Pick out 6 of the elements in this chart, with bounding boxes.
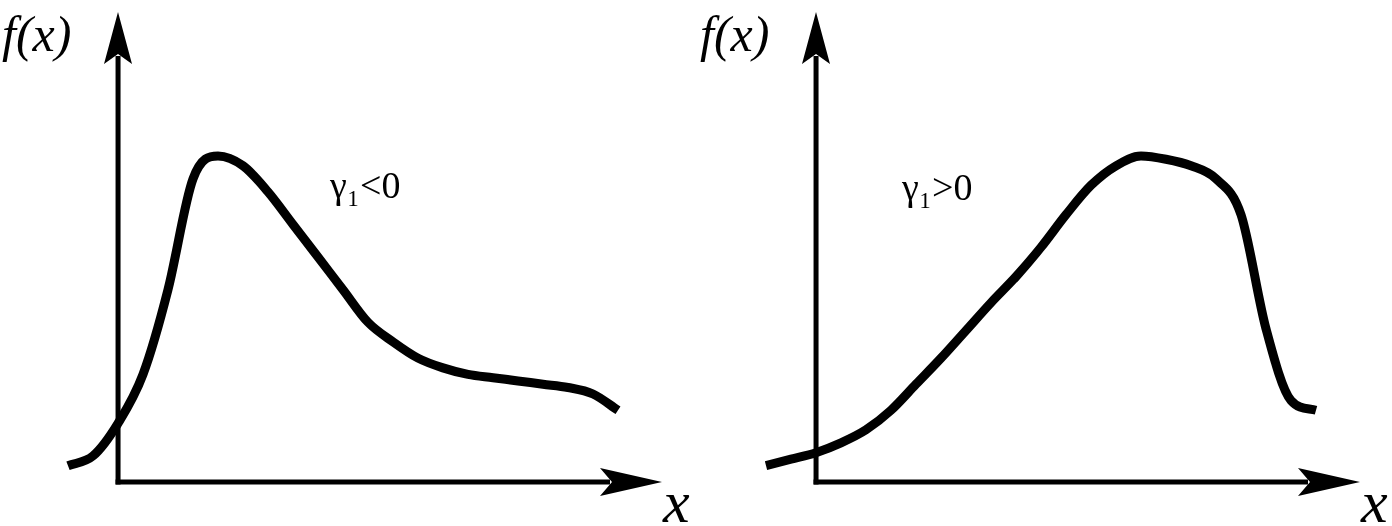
y-axis-title: f(x) xyxy=(700,6,770,62)
annotation: γ₁>0 xyxy=(901,166,973,208)
x-axis-title: x xyxy=(662,469,690,526)
annotation: γ₁<0 xyxy=(329,164,401,206)
x-axis-title: x xyxy=(1360,469,1388,526)
y-axis-title: f(x) xyxy=(2,6,72,62)
